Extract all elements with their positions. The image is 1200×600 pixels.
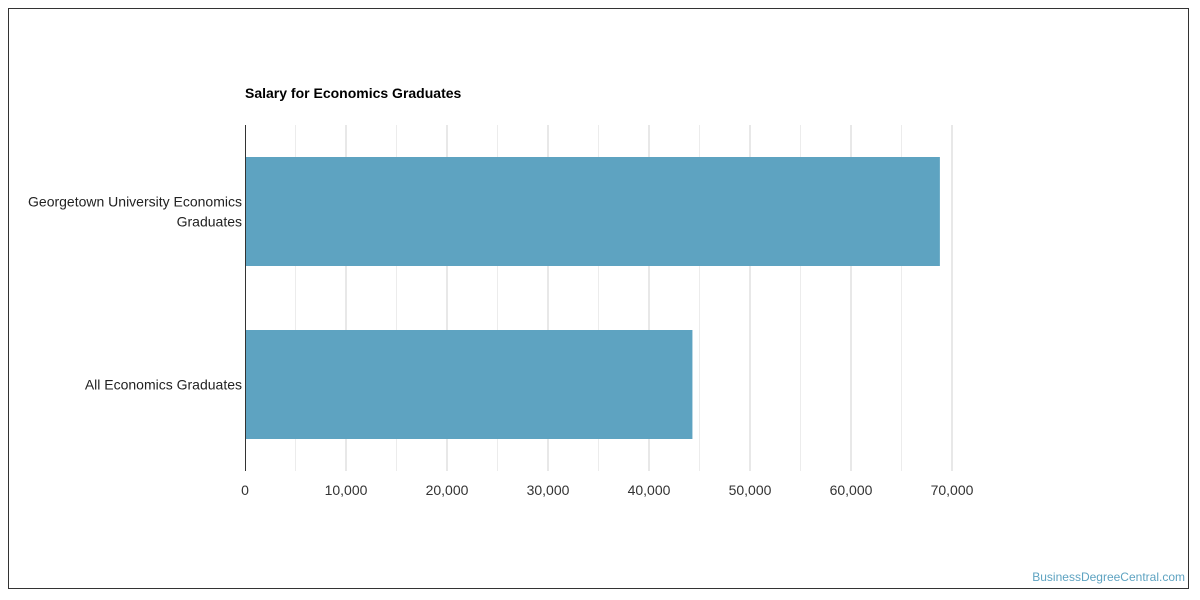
x-tick-label: 10,000 bbox=[325, 482, 368, 498]
x-tick-label: 40,000 bbox=[628, 482, 671, 498]
x-tick-label: 70,000 bbox=[931, 482, 974, 498]
x-tick-label: 60,000 bbox=[830, 482, 873, 498]
chart-title: Salary for Economics Graduates bbox=[245, 85, 462, 101]
category-label: All Economics Graduates bbox=[85, 377, 242, 393]
x-tick-label: 20,000 bbox=[426, 482, 469, 498]
watermark: BusinessDegreeCentral.com bbox=[1032, 570, 1185, 584]
x-tick-label: 30,000 bbox=[527, 482, 570, 498]
x-tick-label: 0 bbox=[241, 482, 249, 498]
bar bbox=[245, 330, 693, 439]
category-label: Graduates bbox=[177, 214, 242, 230]
category-label: Georgetown University Economics bbox=[28, 194, 242, 210]
bar bbox=[245, 157, 940, 266]
x-tick-label: 50,000 bbox=[729, 482, 772, 498]
